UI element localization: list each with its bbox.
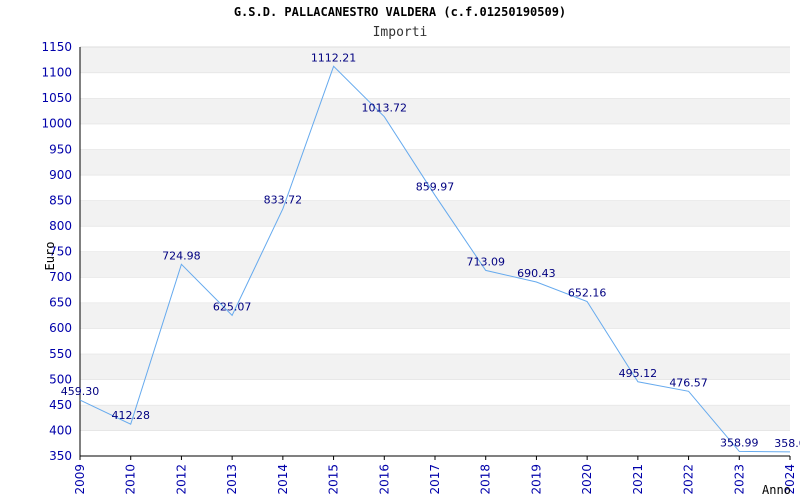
- data-label: 459.30: [61, 385, 100, 398]
- grid-band: [80, 47, 790, 73]
- axes: [79, 47, 790, 457]
- y-tick-label: 650: [49, 296, 72, 310]
- data-label: 859.97: [416, 180, 455, 193]
- series-line: [79, 65, 791, 453]
- data-label: 713.09: [466, 255, 505, 268]
- y-tick-label: 1000: [41, 117, 72, 131]
- y-tick-label: 750: [49, 245, 72, 259]
- data-label: 1013.72: [362, 102, 408, 115]
- grid-band: [80, 225, 790, 252]
- y-tick-label: 550: [49, 347, 72, 361]
- grid-band: [80, 353, 790, 380]
- y-tick-label: 1150: [41, 40, 72, 54]
- data-label: 625.07: [213, 300, 252, 313]
- x-tick-label: 2013: [225, 464, 239, 495]
- x-tick-label: 2016: [377, 464, 391, 495]
- data-label: 476.57: [669, 376, 708, 389]
- grid-bands: [80, 46, 790, 456]
- grid-band: [80, 430, 790, 456]
- data-label: 358.99: [720, 436, 759, 449]
- x-tick-label: 2023: [732, 464, 746, 495]
- x-axis-ticks: 2009 2010 2012 2013 2014 2015 2016 2017 2018 2019…: [73, 456, 797, 495]
- x-tick-label: 2022: [682, 464, 696, 495]
- y-tick-label: 700: [49, 270, 72, 284]
- y-tick-label: 1100: [41, 66, 72, 80]
- grid-band: [80, 200, 790, 226]
- y-tick-label: 900: [49, 168, 72, 182]
- grid-band: [80, 404, 790, 431]
- grid-band: [80, 123, 790, 150]
- grid-band: [80, 379, 790, 405]
- data-label: 412.28: [111, 409, 150, 422]
- y-tick-label: 850: [49, 193, 72, 207]
- data-label: 652.16: [568, 287, 607, 300]
- grid-band: [80, 302, 790, 329]
- grid-band: [80, 98, 790, 124]
- x-tick-label: 2017: [428, 464, 442, 495]
- x-tick-label: 2019: [529, 464, 543, 495]
- x-tick-label: 2014: [276, 464, 290, 495]
- y-axis-label: Euro: [43, 242, 57, 271]
- grid-band: [80, 328, 790, 354]
- x-tick-label: 2012: [174, 464, 188, 495]
- y-tick-label: 450: [49, 398, 72, 412]
- chart-subtitle: Importi: [372, 25, 428, 40]
- data-labels: 459.30 412.28 724.98 625.07 833.72 1112.21 101…: [61, 51, 800, 450]
- grid-band: [80, 72, 790, 99]
- data-label: 690.43: [517, 267, 556, 280]
- chart-title: G.S.D. PALLACANESTRO VALDERA (c.f.012501…: [233, 5, 567, 19]
- x-tick-label: 2010: [124, 464, 138, 495]
- y-tick-label: 400: [49, 423, 72, 437]
- data-label: 833.72: [264, 194, 303, 207]
- x-tick-label: 2020: [580, 464, 594, 495]
- y-axis-ticks: 350 400 450 500 550 600 650 700 750 800 850 900 950 1…: [41, 40, 72, 463]
- series-lines: [79, 65, 791, 453]
- y-tick-label: 600: [49, 321, 72, 335]
- data-label: 724.98: [162, 249, 201, 262]
- y-tick-label: 950: [49, 142, 72, 156]
- y-tick-label: 800: [49, 219, 72, 233]
- y-tick-label: 350: [49, 449, 72, 463]
- x-tick-label: 2018: [479, 464, 493, 495]
- x-tick-label: 2015: [327, 464, 341, 495]
- grid-band: [80, 149, 790, 175]
- data-label: 495.12: [619, 367, 658, 380]
- grid-band: [80, 277, 790, 303]
- x-tick-label: 2009: [73, 464, 87, 495]
- y-tick-label: 500: [49, 372, 72, 386]
- x-tick-label: 2021: [631, 464, 645, 495]
- data-label: 1112.21: [311, 51, 357, 64]
- grid-band: [80, 251, 790, 278]
- y-tick-label: 1050: [41, 91, 72, 105]
- x-tick-label: 2024: [783, 464, 797, 495]
- x-axis-label: Anno: [762, 483, 791, 497]
- data-label: 358.0: [774, 437, 800, 450]
